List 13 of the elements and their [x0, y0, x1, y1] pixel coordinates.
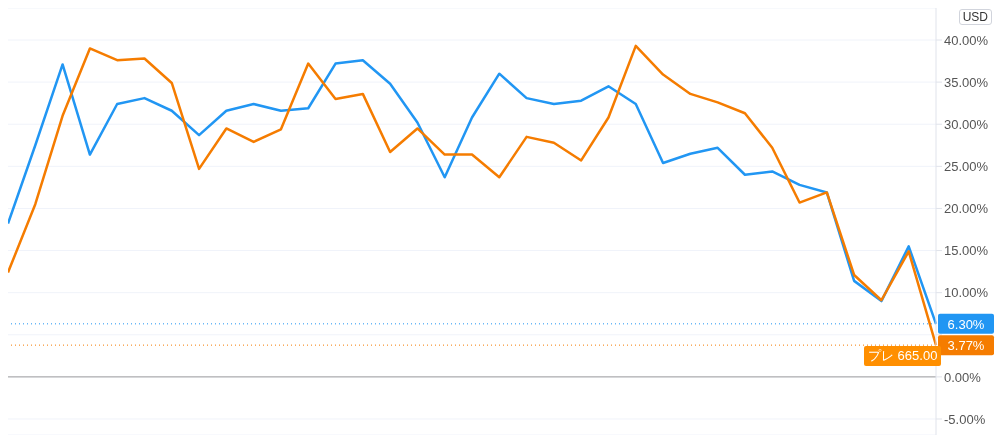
- data-label: 3.77%: [947, 338, 985, 354]
- y-tick-label: 25.00%: [944, 158, 989, 174]
- y-tick-label: 10.00%: [944, 285, 989, 301]
- y-tick-label: 20.00%: [944, 201, 989, 217]
- y-tick-label: 30.00%: [944, 116, 989, 132]
- y-tick-label: -5.00%: [944, 411, 986, 427]
- y-tick-label: 40.00%: [944, 32, 989, 48]
- y-tick-label: 35.00%: [944, 74, 989, 90]
- text: USD: [958, 9, 992, 25]
- data-label: 6.30%: [947, 316, 985, 332]
- annotation: プレ 665.00: [864, 345, 942, 366]
- y-tick-label: 15.00%: [944, 243, 989, 259]
- y-tick-label: 0.00%: [944, 369, 982, 385]
